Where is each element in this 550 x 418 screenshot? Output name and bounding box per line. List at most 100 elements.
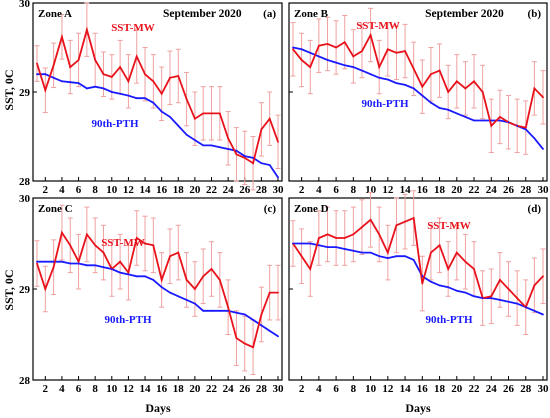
- data-point-90th-pth: [69, 262, 72, 265]
- x-tick-label: 22: [469, 184, 481, 196]
- data-point-sst-mw: [85, 28, 88, 31]
- series-label-90th-pth: 90th-PTH: [91, 118, 139, 130]
- x-tick-label: 26: [239, 184, 251, 196]
- data-point-90th-pth: [292, 46, 294, 49]
- data-point-sst-mw: [193, 117, 196, 120]
- data-point-sst-mw: [185, 98, 188, 101]
- data-point-sst-mw: [94, 59, 97, 61]
- x-tick-label: 4: [59, 383, 65, 395]
- data-point-90th-pth: [119, 271, 122, 274]
- x-tick-label: 24: [486, 184, 498, 196]
- data-point-90th-pth: [277, 176, 279, 179]
- data-point-sst-mw: [85, 233, 88, 236]
- series-line-90th-pth: [37, 260, 279, 338]
- data-point-sst-mw: [473, 268, 475, 270]
- zone-label: Zone B: [294, 8, 329, 20]
- x-tick-label: 28: [520, 184, 532, 196]
- data-point-90th-pth: [144, 97, 146, 100]
- data-point-sst-mw: [292, 48, 294, 51]
- x-tick-label: 24: [223, 184, 235, 196]
- data-point-90th-pth: [481, 297, 484, 299]
- data-point-sst-mw: [102, 73, 105, 76]
- data-point-90th-pth: [252, 319, 254, 321]
- x-tick-label: 12: [382, 383, 394, 395]
- data-point-sst-mw: [210, 112, 213, 115]
- data-point-sst-mw: [235, 153, 238, 156]
- data-point-sst-mw: [69, 244, 72, 247]
- data-point-90th-pth: [252, 156, 254, 159]
- series-label-sst-mw: SST-MW: [356, 20, 400, 32]
- data-point-90th-pth: [44, 260, 47, 263]
- data-point-sst-mw: [119, 260, 122, 263]
- data-point-90th-pth: [326, 246, 329, 249]
- data-point-sst-mw: [343, 41, 346, 44]
- data-point-90th-pth: [102, 266, 105, 269]
- data-point-sst-mw: [464, 87, 467, 90]
- x-tick-label: 16: [156, 383, 168, 395]
- data-point-90th-pth: [473, 119, 475, 122]
- data-point-90th-pth: [438, 107, 441, 109]
- x-tick-label: 18: [434, 184, 446, 196]
- x-tick-label: 8: [351, 184, 357, 196]
- x-tick-label: 30: [538, 383, 550, 395]
- data-point-90th-pth: [210, 144, 213, 147]
- data-point-sst-mw: [227, 306, 230, 309]
- x-tick-label: 28: [256, 184, 268, 196]
- x-tick-label: 14: [400, 383, 412, 395]
- data-point-90th-pth: [127, 273, 130, 276]
- panel-label: (c): [264, 203, 277, 215]
- data-point-90th-pth: [395, 82, 398, 84]
- data-point-90th-pth: [144, 275, 146, 278]
- series-line-sst-mw: [292, 216, 544, 309]
- panel-frame: [32, 197, 283, 381]
- data-point-sst-mw: [127, 271, 130, 274]
- data-point-sst-mw: [61, 35, 63, 38]
- data-point-sst-mw: [36, 62, 38, 65]
- data-point-sst-mw: [252, 162, 254, 165]
- x-axis-label: Days: [145, 401, 171, 415]
- x-tick-label: 14: [400, 184, 412, 196]
- x-tick-label: 10: [106, 383, 118, 395]
- data-point-90th-pth: [455, 112, 458, 115]
- data-point-90th-pth: [447, 286, 450, 289]
- data-point-90th-pth: [542, 313, 544, 316]
- data-point-sst-mw: [335, 237, 338, 239]
- x-tick-label: 4: [59, 184, 65, 196]
- x-tick-label: 30: [273, 184, 285, 196]
- data-point-90th-pth: [361, 69, 363, 72]
- data-point-sst-mw: [309, 268, 312, 270]
- data-point-sst-mw: [473, 80, 475, 83]
- data-point-90th-pth: [110, 91, 113, 93]
- data-point-sst-mw: [300, 59, 303, 61]
- x-tick-label: 26: [503, 383, 515, 395]
- x-tick-label: 4: [316, 383, 322, 395]
- data-point-sst-mw: [447, 268, 450, 270]
- data-point-90th-pth: [135, 275, 138, 278]
- y-tick-label: 29: [19, 284, 31, 296]
- zone-label: Zone A: [38, 8, 72, 20]
- data-point-90th-pth: [516, 302, 519, 305]
- data-point-90th-pth: [227, 309, 230, 312]
- data-point-90th-pth: [127, 94, 130, 97]
- x-tick-label: 2: [43, 184, 49, 196]
- data-point-90th-pth: [507, 121, 510, 124]
- data-point-90th-pth: [326, 59, 329, 61]
- data-point-90th-pth: [177, 124, 180, 127]
- data-point-sst-mw: [498, 116, 501, 118]
- x-tick-label: 20: [189, 383, 201, 395]
- data-point-sst-mw: [524, 126, 527, 129]
- data-point-sst-mw: [202, 112, 205, 115]
- data-point-90th-pth: [335, 61, 338, 64]
- data-point-sst-mw: [135, 237, 138, 239]
- data-point-90th-pth: [412, 258, 415, 261]
- data-point-sst-mw: [127, 80, 130, 83]
- data-point-sst-mw: [135, 55, 138, 58]
- data-point-90th-pth: [378, 76, 381, 79]
- data-point-sst-mw: [404, 220, 406, 223]
- series-line-90th-pth: [37, 73, 279, 178]
- data-point-90th-pth: [268, 329, 271, 332]
- x-tick-label: 28: [256, 383, 268, 395]
- data-point-sst-mw: [277, 140, 279, 143]
- data-point-90th-pth: [243, 313, 246, 316]
- data-point-90th-pth: [317, 244, 320, 247]
